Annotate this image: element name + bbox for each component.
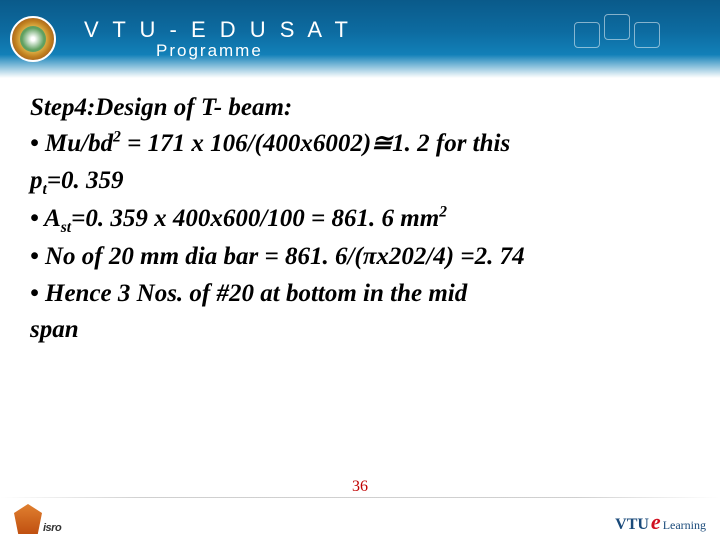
footer-left-logo: isro — [14, 504, 61, 534]
header-title: V T U - E D U S A T — [84, 17, 352, 43]
text-fragment: =0. 359 — [47, 167, 124, 194]
deco-square — [604, 14, 630, 40]
deco-square — [574, 22, 600, 48]
footer: isro VTUe Learning — [0, 494, 720, 540]
subscript: st — [61, 219, 71, 236]
slide-content: Step4:Design of T- beam: • Mu/bd2 = 171 … — [0, 78, 720, 348]
header-squares-decoration — [574, 22, 660, 48]
text-fragment: • A — [30, 205, 61, 232]
step-heading: Step4:Design of T- beam: — [30, 90, 690, 126]
superscript: 2 — [439, 204, 447, 221]
header-banner: V T U - E D U S A T Programme — [0, 0, 720, 78]
vtu-emblem-logo — [10, 16, 56, 62]
bullet-line: span — [30, 312, 690, 348]
e-swirl-icon: e — [651, 513, 661, 531]
text-fragment: = 171 x 106/(400x6002)≅1. 2 for this — [121, 130, 510, 157]
bullet-line: pt=0. 359 — [30, 163, 690, 201]
deco-square — [634, 22, 660, 48]
isro-icon — [14, 504, 42, 534]
bullet-line: • No of 20 mm dia bar = 861. 6/(πx202/4)… — [30, 239, 690, 275]
learning-text: Learning — [663, 518, 706, 533]
bullet-line: • Mu/bd2 = 171 x 106/(400x6002)≅1. 2 for… — [30, 126, 690, 162]
header-subtitle: Programme — [156, 41, 352, 61]
text-fragment: p — [30, 167, 43, 194]
header-text-block: V T U - E D U S A T Programme — [84, 17, 352, 61]
bullet-line: • Ast=0. 359 x 400x600/100 = 861. 6 mm2 — [30, 201, 690, 239]
vtu-text: VTU — [615, 516, 649, 534]
text-fragment: =0. 359 x 400x600/100 = 861. 6 mm — [71, 205, 439, 232]
isro-text: isro — [43, 522, 61, 534]
text-fragment: • Mu/bd — [30, 130, 113, 157]
bullet-line: • Hence 3 Nos. of #20 at bottom in the m… — [30, 276, 690, 312]
superscript: 2 — [113, 129, 121, 146]
footer-right-logo: VTUe Learning — [615, 513, 706, 534]
